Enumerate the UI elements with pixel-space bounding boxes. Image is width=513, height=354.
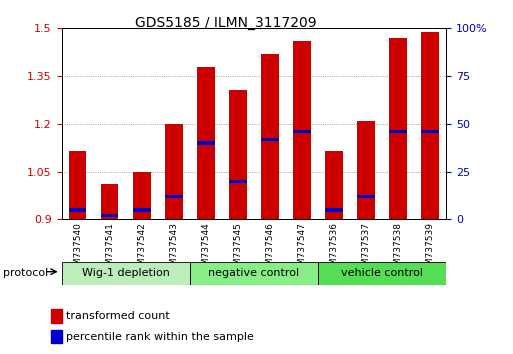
Text: protocol: protocol	[3, 268, 48, 278]
Text: GDS5185 / ILMN_3117209: GDS5185 / ILMN_3117209	[135, 16, 317, 30]
Bar	[422, 32, 439, 219]
Bar	[69, 151, 86, 219]
Bar	[197, 141, 214, 144]
Bar	[133, 208, 150, 211]
Bar	[165, 195, 183, 198]
Bar	[389, 38, 407, 219]
Bar	[293, 41, 311, 219]
Text: transformed count: transformed count	[66, 311, 169, 321]
Text: vehicle control: vehicle control	[341, 268, 423, 279]
Bar	[422, 130, 439, 133]
Bar	[165, 124, 183, 219]
Bar	[325, 208, 343, 211]
Text: percentile rank within the sample: percentile rank within the sample	[66, 332, 253, 342]
FancyBboxPatch shape	[318, 262, 446, 285]
Bar	[101, 214, 119, 217]
Text: negative control: negative control	[208, 268, 300, 279]
FancyBboxPatch shape	[62, 262, 190, 285]
FancyBboxPatch shape	[190, 262, 318, 285]
Bar	[133, 172, 150, 219]
Bar	[69, 208, 86, 211]
Bar	[51, 330, 62, 343]
Bar	[325, 151, 343, 219]
Bar	[101, 184, 119, 219]
Bar	[358, 195, 375, 198]
Bar	[229, 91, 247, 219]
Bar	[261, 54, 279, 219]
Bar	[51, 309, 62, 323]
Bar	[293, 130, 311, 133]
Bar	[229, 179, 247, 183]
Bar	[389, 130, 407, 133]
Text: Wig-1 depletion: Wig-1 depletion	[82, 268, 170, 279]
Bar	[197, 67, 214, 219]
Bar	[358, 121, 375, 219]
Bar	[261, 138, 279, 141]
